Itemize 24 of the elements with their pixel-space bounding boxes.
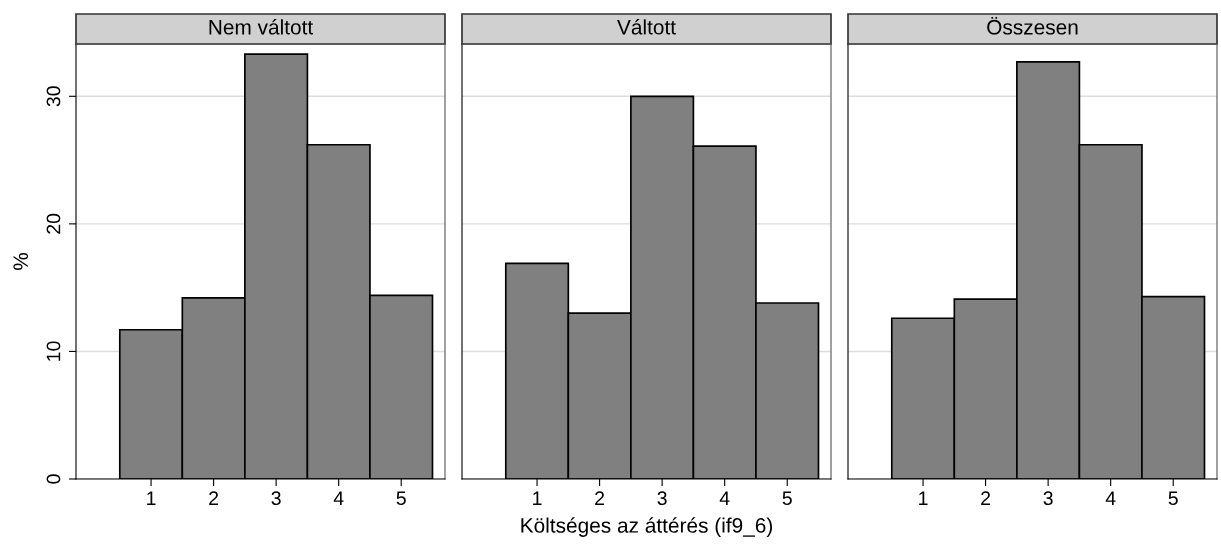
x-tick-label: 3 (271, 491, 281, 506)
x-tick-label: 2 (981, 491, 991, 505)
x-tick-label: 1 (919, 491, 928, 505)
y-tick-label: 0 (46, 474, 61, 484)
y-axis-title: % (13, 252, 28, 271)
chart-title: Összesen (987, 16, 1078, 35)
chart-title: Nem váltott (209, 19, 314, 35)
x-tick-label: 3 (1043, 491, 1053, 506)
x-tick-label: 1 (147, 491, 156, 505)
y-tick-label: 30 (46, 86, 61, 107)
x-tick-label: 1 (533, 491, 542, 505)
x-tick-label: 2 (209, 491, 219, 505)
y-tick-label: 10 (46, 341, 61, 361)
x-tick-label: 4 (719, 491, 730, 505)
x-tick-label: 3 (657, 491, 667, 506)
y-tick-label: 20 (46, 213, 61, 234)
x-tick-label: 5 (1168, 491, 1178, 506)
x-axis-title: Költséges az áttérés (if9_6) (521, 517, 773, 537)
chart-title: Váltott (617, 19, 676, 35)
x-tick-label: 5 (396, 491, 406, 506)
x-tick-label: 2 (595, 491, 605, 505)
x-tick-label: 4 (1105, 491, 1116, 505)
x-tick-label: 5 (782, 491, 792, 506)
x-tick-label: 4 (333, 491, 344, 505)
